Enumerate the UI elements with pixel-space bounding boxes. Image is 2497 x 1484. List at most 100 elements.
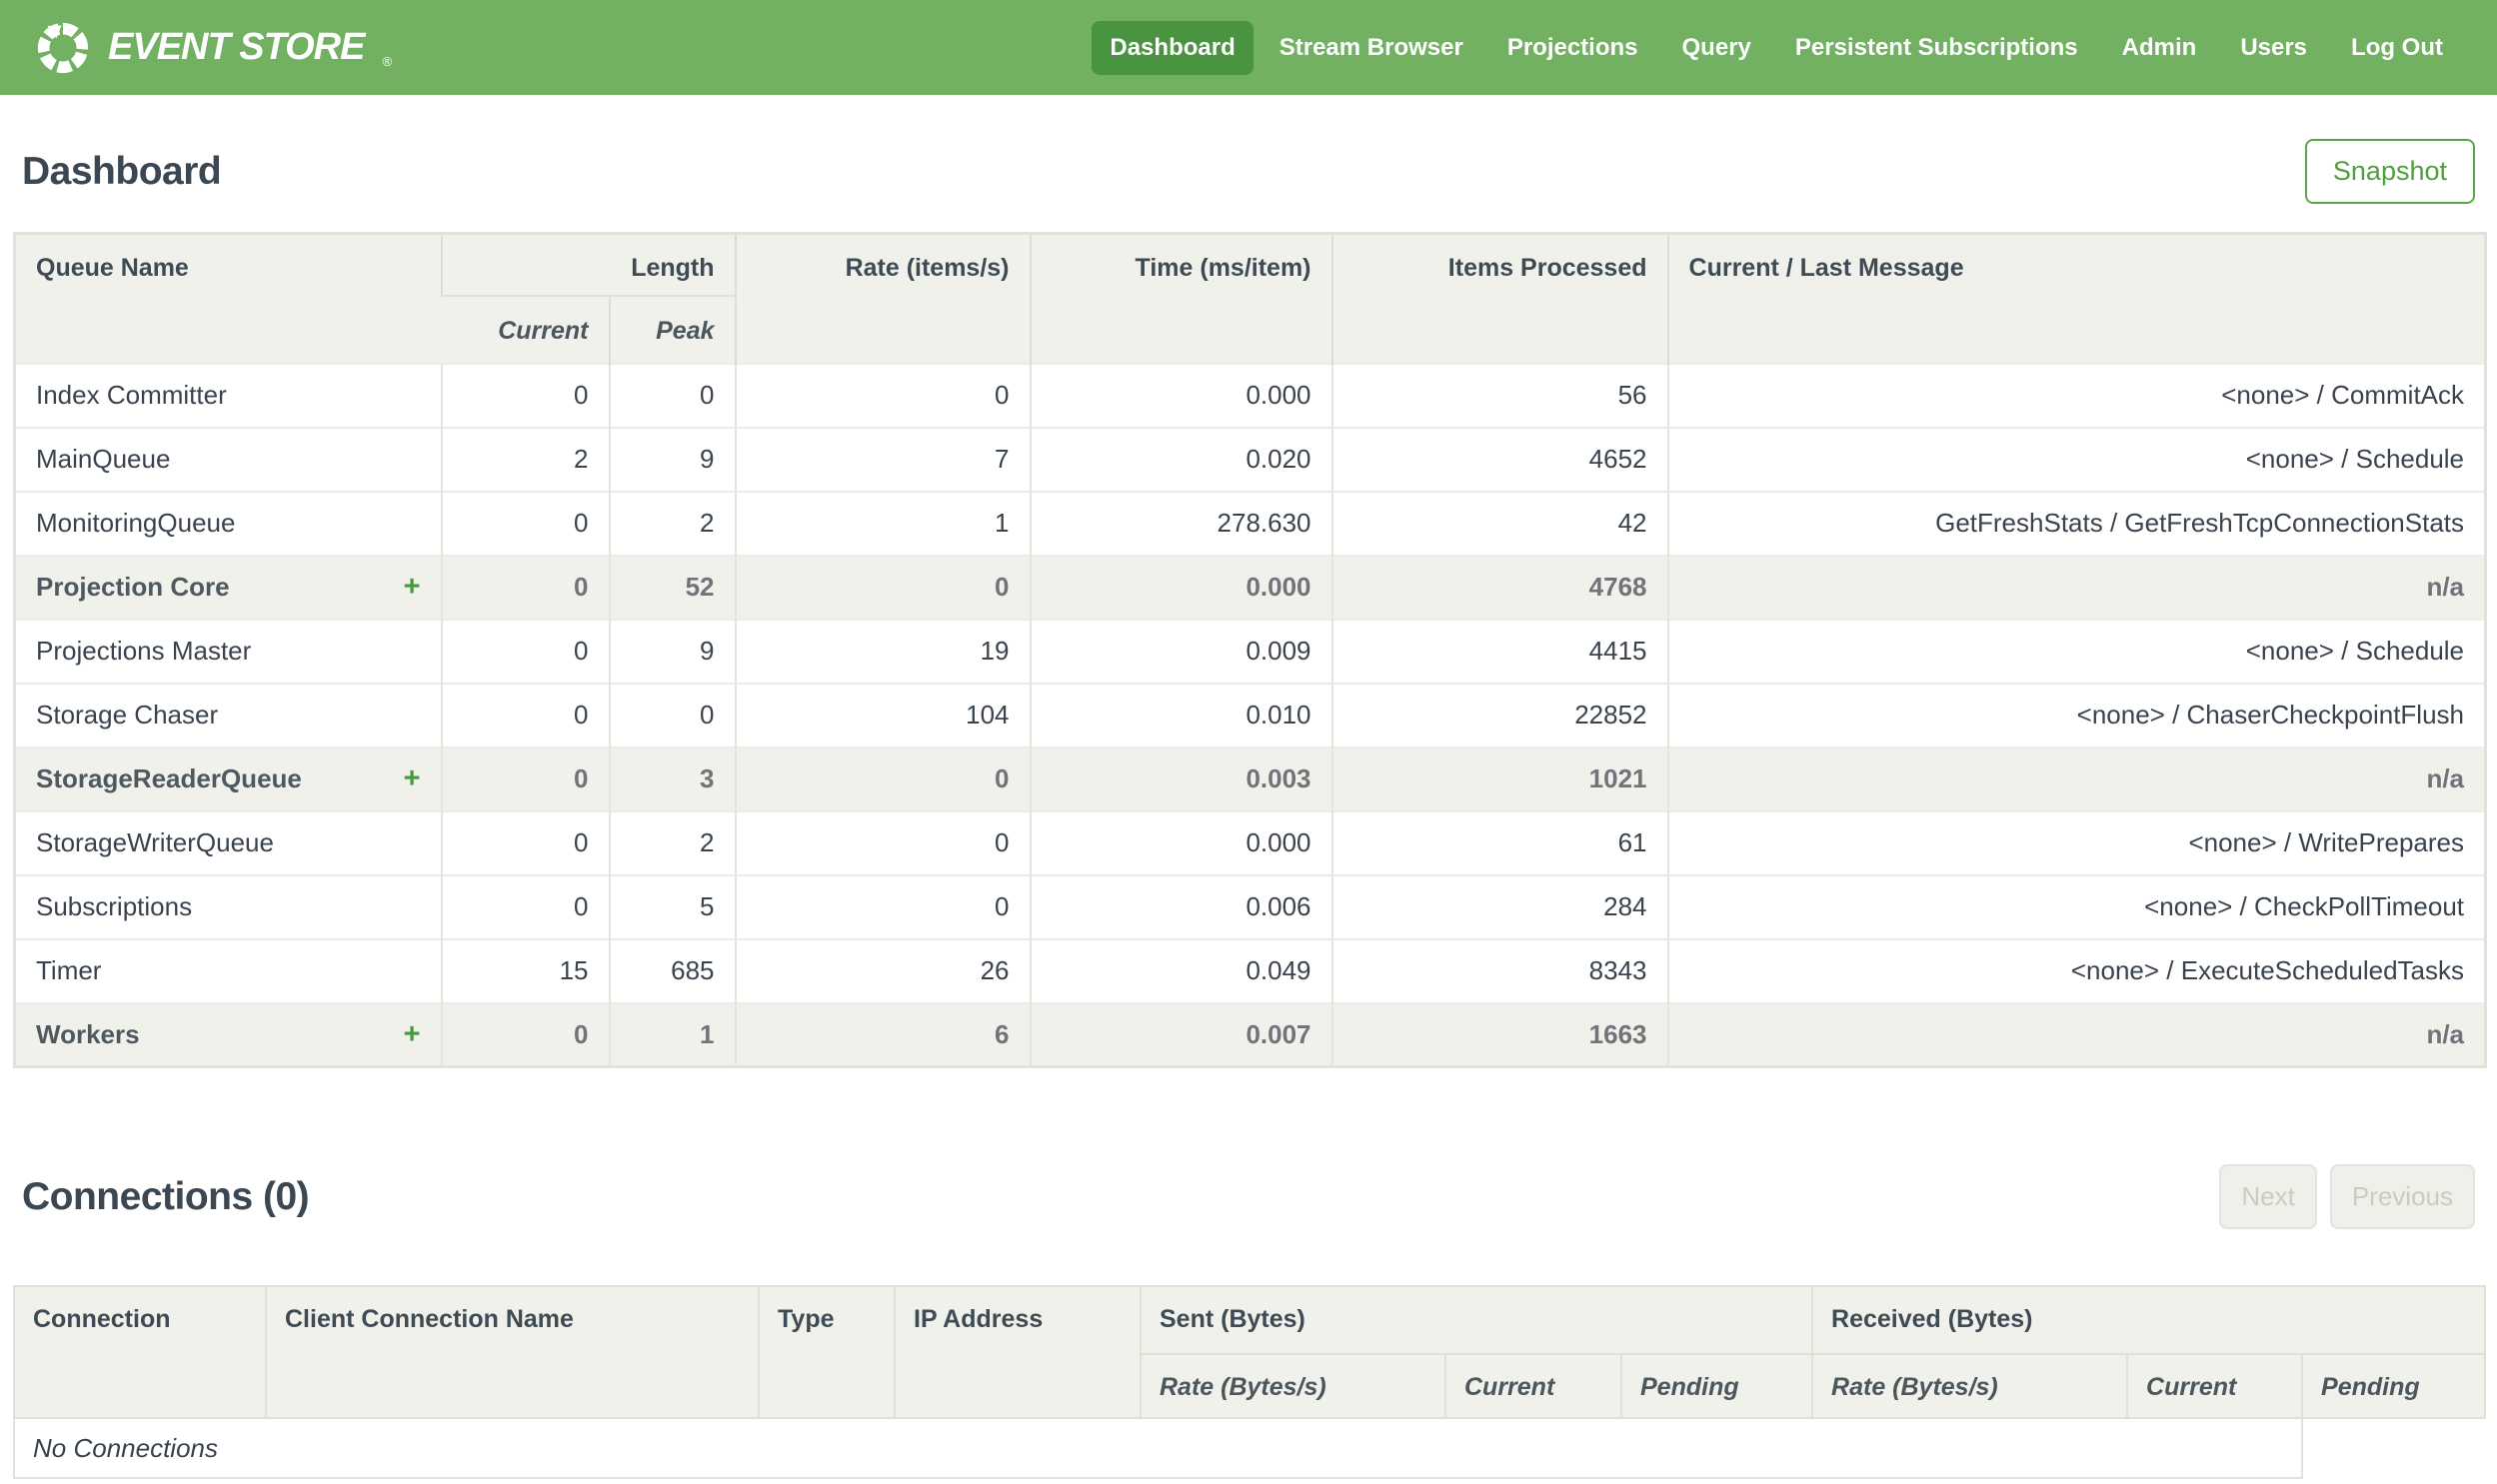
nav-item-projections[interactable]: Projections	[1506, 33, 1638, 61]
expand-icon[interactable]: +	[403, 571, 421, 603]
col-queue-name: Queue Name	[14, 233, 442, 364]
queue-items-cell: 22852	[1330, 682, 1668, 747]
brand[interactable]: EVENT STORE ®	[34, 19, 392, 77]
queue-row: MonitoringQueue 0 2 1 278.630 42 GetFreshStats…	[14, 490, 2486, 556]
previous-button[interactable]: Previous	[2329, 1164, 2475, 1229]
col-time: Time (ms/item)	[1029, 233, 1332, 364]
queue-current-cell: 0	[440, 745, 610, 811]
queue-name-cell: Index Committer	[14, 362, 442, 428]
queue-time-cell: 0.000	[1029, 554, 1332, 620]
expand-icon[interactable]: +	[403, 1017, 421, 1050]
queue-peak-cell: 3	[608, 745, 736, 811]
queue-peak-cell: 2	[608, 490, 736, 556]
queue-time-cell: 0.010	[1029, 682, 1332, 747]
queue-rate-cell: 0	[734, 873, 1031, 939]
col-sent-rate: Rate (Bytes/s)	[1140, 1353, 1446, 1419]
nav-menu: Dashboard Stream Browser Projections Query P…	[1092, 20, 2461, 75]
queue-row: Index Committer 0 0 0 0.000 56 <none> / Commit…	[14, 362, 2486, 428]
col-sent-current: Current	[1444, 1353, 1622, 1419]
queue-current-cell: 0	[440, 1001, 610, 1067]
nav-item-stream-browser[interactable]: Stream Browser	[1278, 33, 1463, 61]
snapshot-button[interactable]: Snapshot	[2304, 139, 2475, 204]
queue-items-cell: 42	[1330, 490, 1668, 556]
nav-item-admin[interactable]: Admin	[2121, 33, 2197, 61]
queue-name-cell: Timer	[14, 937, 442, 1003]
queue-name: MainQueue	[36, 444, 171, 474]
queue-rate-cell: 26	[734, 937, 1031, 1003]
queue-peak-cell: 685	[608, 937, 736, 1003]
queue-time-cell: 0.049	[1029, 937, 1332, 1003]
queue-row: Projections Master 0 9 19 0.009 4415 <none> / …	[14, 618, 2486, 684]
queue-items-cell: 1663	[1330, 1001, 1668, 1067]
queue-name: StorageReaderQueue	[36, 763, 302, 793]
queue-items-cell: 56	[1330, 362, 1668, 428]
nav-item-users[interactable]: Users	[2240, 33, 2308, 61]
queue-message-cell: <none> / ExecuteScheduledTasks	[1666, 937, 2486, 1003]
nav-item-dashboard[interactable]: Dashboard	[1092, 20, 1253, 75]
queue-name: Projections Master	[36, 636, 252, 666]
col-connection: Connection	[13, 1285, 267, 1419]
queue-name-cell: StorageWriterQueue	[14, 809, 442, 875]
queue-message-cell: n/a	[1666, 1001, 2486, 1067]
event-store-logo-icon	[37, 22, 89, 73]
queue-rate-cell: 7	[734, 426, 1031, 492]
queue-time-cell: 278.630	[1029, 490, 1332, 556]
queue-items-cell: 284	[1330, 873, 1668, 939]
queue-name-cell: Subscriptions	[14, 873, 442, 939]
queue-message-cell: <none> / WritePrepares	[1666, 809, 2486, 875]
queue-name-cell: Workers +	[14, 1001, 442, 1067]
queue-items-cell: 4415	[1330, 618, 1668, 684]
queue-name: StorageWriterQueue	[36, 827, 274, 857]
queue-rate-cell: 19	[734, 618, 1031, 684]
queue-items-cell: 4768	[1330, 554, 1668, 620]
main-content: Dashboard Snapshot Queue Name Length Rat…	[0, 139, 2497, 1479]
queue-items-cell: 1021	[1330, 745, 1668, 811]
queue-row: Projection Core +0 52 0 0.000 4768 n/a	[14, 554, 2486, 620]
expand-icon[interactable]: +	[403, 762, 421, 794]
queue-header-row-1: Queue Name Length Rate (items/s) Time (m…	[14, 233, 2486, 364]
connections-table: Connection Client Connection Name Type I…	[12, 1285, 2487, 1479]
queue-rate-cell: 104	[734, 682, 1031, 747]
page-header: Dashboard Snapshot	[22, 139, 2475, 204]
queue-name: Index Committer	[36, 380, 227, 410]
queue-peak-cell: 9	[608, 426, 736, 492]
connections-title: Connections (0)	[22, 1174, 310, 1218]
col-client-connection-name: Client Connection Name	[265, 1285, 760, 1419]
nav-item-persistent-subscriptions[interactable]: Persistent Subscriptions	[1794, 33, 2078, 61]
nav-item-query[interactable]: Query	[1681, 33, 1751, 61]
queue-stats-table: Queue Name Length Rate (items/s) Time (m…	[13, 232, 2488, 1068]
queue-message-cell: <none> / Schedule	[1666, 426, 2486, 492]
queue-peak-cell: 2	[608, 809, 736, 875]
queue-time-cell: 0.009	[1029, 618, 1332, 684]
next-button[interactable]: Next	[2219, 1164, 2317, 1229]
col-sent-bytes: Sent (Bytes)	[1139, 1285, 1814, 1355]
queue-row: StorageReaderQueue +0 3 0 0.003 1021 n/a	[14, 745, 2486, 811]
queue-message-cell: n/a	[1666, 554, 2486, 620]
queue-current-cell: 0	[440, 362, 610, 428]
queue-current-cell: 0	[440, 618, 610, 684]
queue-name-cell: Projection Core +	[14, 554, 442, 620]
queue-peak-cell: 1	[608, 1001, 736, 1067]
queue-peak-cell: 9	[608, 618, 736, 684]
queue-time-cell: 0.007	[1029, 1001, 1332, 1067]
queue-current-cell: 2	[440, 426, 610, 492]
queue-peak-cell: 52	[608, 554, 736, 620]
nav-item-log-out[interactable]: Log Out	[2351, 33, 2443, 61]
col-length: Length	[440, 233, 736, 297]
col-received-bytes: Received (Bytes)	[1811, 1285, 2487, 1355]
queue-current-cell: 0	[440, 490, 610, 556]
queue-row: Timer 15 685 26 0.049 8343 <none> / ExecuteSch…	[14, 937, 2486, 1003]
queue-current-cell: 0	[440, 809, 610, 875]
queue-message-cell: <none> / CommitAck	[1666, 362, 2486, 428]
col-received-current: Current	[2126, 1353, 2304, 1419]
queue-items-cell: 4652	[1330, 426, 1668, 492]
queue-row: Subscriptions 0 5 0 0.006 284 <none> / CheckPo…	[14, 873, 2486, 939]
col-type: Type	[758, 1285, 896, 1419]
no-connections-row: No Connections	[12, 1418, 2486, 1479]
col-items-processed: Items Processed	[1330, 233, 1668, 364]
queue-header-row-2: Current Peak	[15, 295, 2486, 364]
queue-row: MainQueue 2 9 7 0.020 4652 <none> / Schedule	[14, 426, 2486, 492]
queue-message-cell: <none> / ChaserCheckpointFlush	[1666, 682, 2486, 747]
col-length-current: Current	[441, 295, 610, 364]
queue-current-cell: 15	[440, 937, 610, 1003]
